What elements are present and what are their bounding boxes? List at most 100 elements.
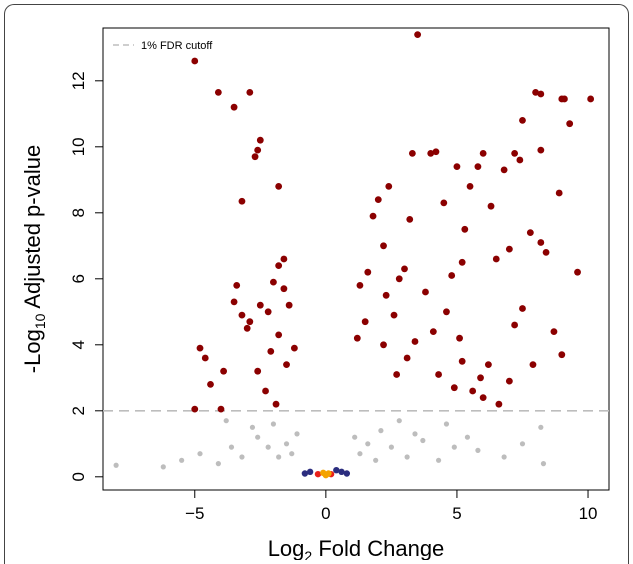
significant-point — [422, 288, 429, 296]
significant-point — [369, 212, 377, 220]
legend-label: 1% FDR cutoff — [141, 40, 213, 52]
nonsignificant-point — [404, 454, 410, 460]
nonsignificant-point — [443, 421, 450, 427]
density-point — [314, 470, 322, 478]
significant-point — [270, 278, 277, 286]
significant-point — [587, 95, 595, 103]
nonsignificant-point — [538, 424, 544, 430]
nonsignificant-point — [451, 444, 457, 450]
nonsignificant-point — [388, 444, 394, 450]
y-tick-label: 2 — [69, 406, 88, 415]
nonsignificant-point — [396, 418, 402, 424]
significant-point — [458, 258, 466, 266]
nonsignificant-point — [412, 431, 418, 437]
nonsignificant-point — [540, 461, 547, 467]
significant-point — [267, 348, 275, 355]
significant-point — [408, 150, 416, 157]
significant-point — [511, 321, 519, 329]
significant-point — [427, 150, 435, 157]
x-axis-title-subscript: 2 — [304, 548, 312, 560]
x-axis-title-main: Log — [268, 536, 305, 560]
legend: 1% FDR cutoff — [113, 40, 213, 52]
x-axis-title: Log2 Fold Change — [268, 536, 445, 560]
significant-point — [238, 197, 246, 205]
y-tick-label: 4 — [69, 340, 88, 349]
x-tick-label: 10 — [579, 504, 598, 523]
significant-point — [243, 324, 251, 332]
significant-point — [469, 387, 477, 395]
significant-point — [283, 361, 290, 368]
significant-point — [217, 405, 225, 413]
significant-points — [191, 31, 595, 413]
significant-point — [280, 255, 288, 263]
significant-point — [251, 153, 259, 161]
significant-point — [230, 298, 238, 306]
x-axis-title-rest: Fold Change — [312, 536, 444, 560]
significant-point — [411, 338, 419, 345]
significant-point — [461, 225, 469, 233]
density-core — [301, 467, 351, 479]
significant-point — [505, 245, 513, 253]
significant-point — [495, 400, 503, 408]
significant-point — [280, 285, 288, 293]
significant-point — [262, 387, 269, 395]
significant-point — [264, 308, 272, 316]
significant-point — [500, 166, 508, 174]
significant-point — [191, 57, 199, 65]
significant-point — [511, 150, 519, 157]
y-axis-title-subscript: 10 — [32, 313, 48, 329]
significant-point — [453, 163, 461, 171]
nonsignificant-point — [420, 437, 426, 444]
significant-point — [207, 381, 214, 388]
significant-point — [374, 196, 382, 204]
significant-point — [233, 282, 241, 289]
nonsignificant-points — [113, 418, 547, 470]
significant-point — [558, 351, 566, 359]
significant-point — [238, 311, 246, 319]
significant-point — [382, 291, 390, 299]
significant-point — [403, 354, 411, 362]
significant-point — [542, 249, 550, 256]
significant-point — [477, 374, 484, 382]
significant-point — [537, 146, 545, 154]
density-point — [343, 470, 351, 477]
significant-point — [390, 311, 398, 319]
nonsignificant-point — [475, 447, 481, 453]
significant-point — [254, 146, 262, 154]
nonsignificant-point — [270, 421, 277, 427]
significant-point — [275, 331, 283, 339]
significant-point — [516, 156, 524, 164]
significant-point — [466, 183, 474, 190]
significant-point — [380, 341, 387, 349]
significant-point — [450, 384, 458, 392]
significant-point — [432, 148, 440, 156]
significant-point — [246, 88, 254, 96]
nonsignificant-point — [289, 451, 295, 457]
significant-point — [519, 117, 526, 124]
significant-point — [275, 183, 283, 190]
significant-point — [353, 334, 361, 342]
density-point — [338, 468, 345, 476]
nonsignificant-point — [179, 457, 185, 463]
nonsignificant-point — [357, 451, 363, 457]
nonsignificant-point — [283, 441, 290, 447]
significant-point — [561, 95, 568, 103]
significant-point — [290, 344, 298, 352]
y-tick-label: 12 — [69, 71, 88, 90]
nonsignificant-point — [352, 434, 358, 440]
significant-point — [566, 120, 574, 128]
nonsignificant-point — [197, 451, 203, 457]
nonsignificant-point — [464, 434, 471, 440]
significant-point — [537, 239, 545, 246]
significant-point — [550, 328, 558, 335]
significant-point — [285, 301, 293, 309]
significant-point — [246, 318, 254, 326]
significant-point — [275, 262, 283, 269]
significant-point — [414, 31, 422, 38]
significant-point — [254, 367, 262, 375]
density-point — [301, 470, 309, 477]
nonsignificant-point — [228, 444, 235, 450]
significant-point — [440, 199, 448, 207]
x-tick-label: 5 — [452, 504, 461, 523]
